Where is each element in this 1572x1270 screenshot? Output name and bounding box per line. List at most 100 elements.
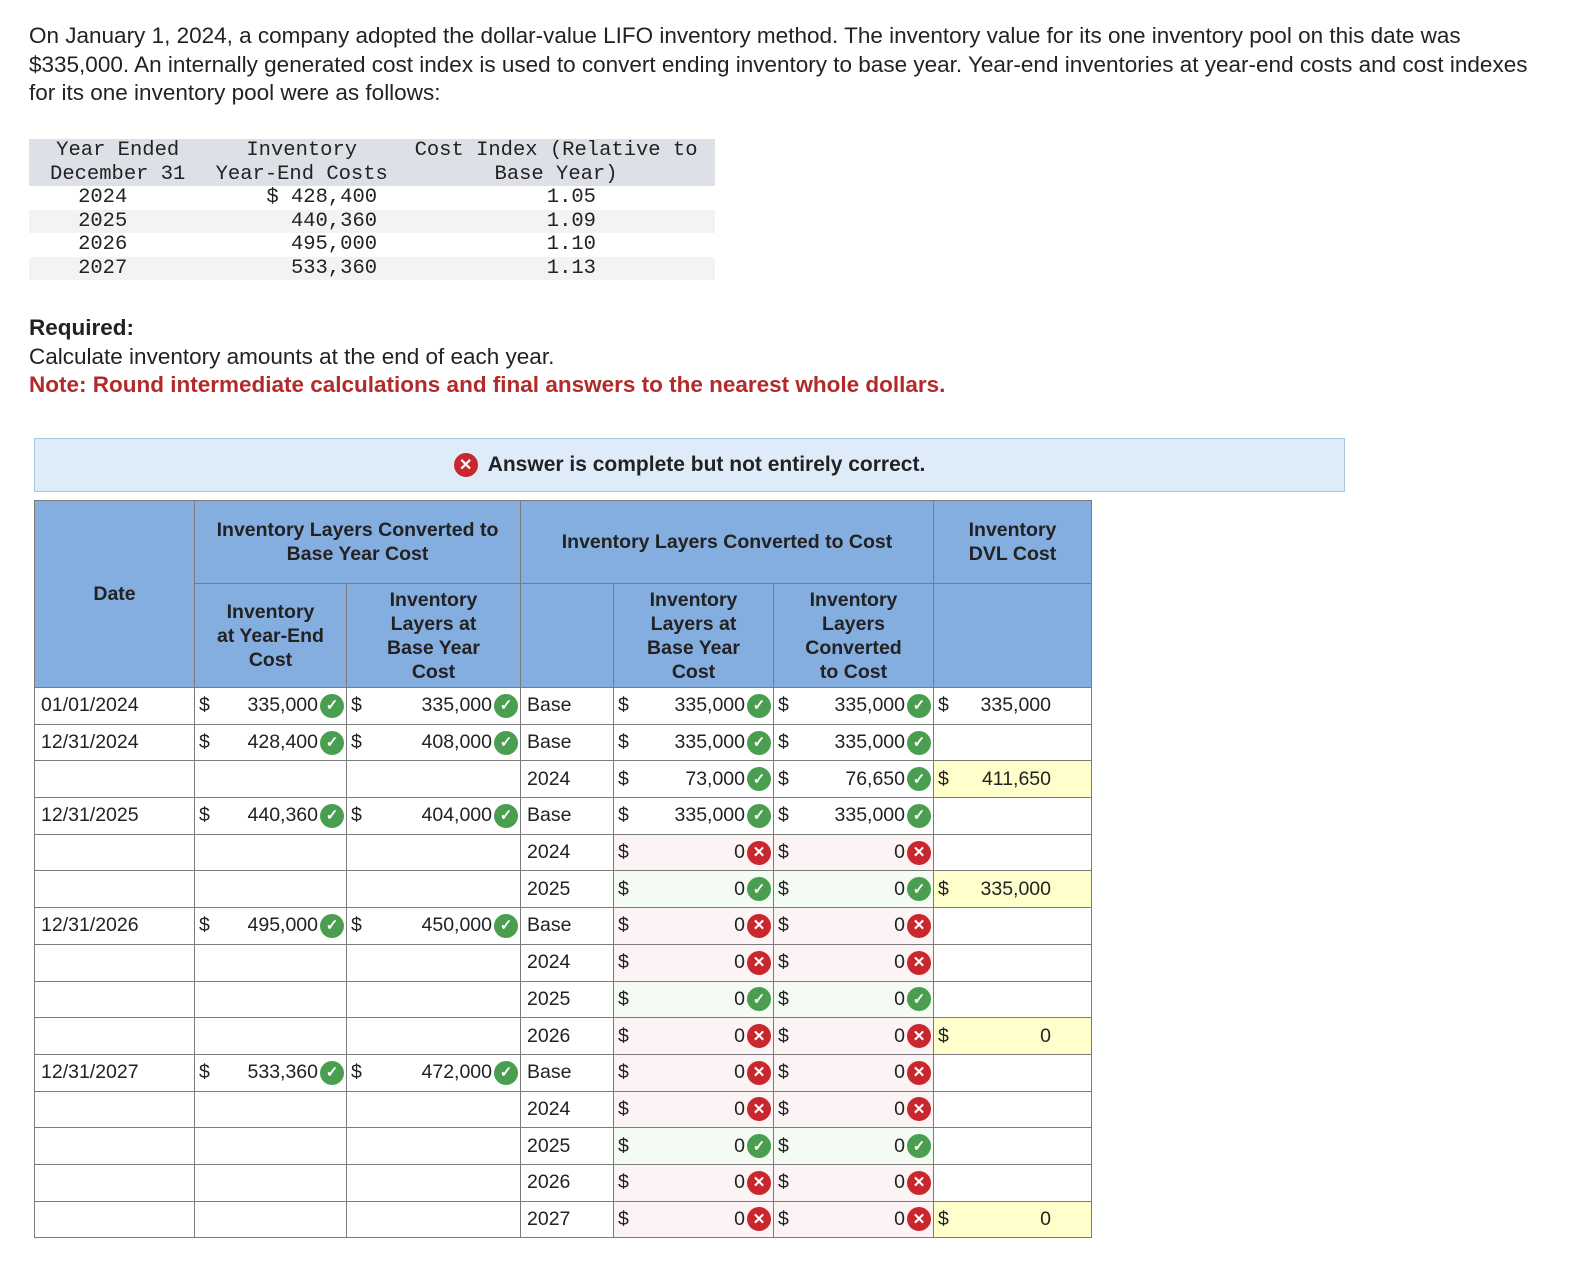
dollar-sign: $ [618,694,629,717]
given-header-index: Cost Index (Relative to Base Year) [397,139,715,186]
year-end-cost-input [194,870,347,909]
correct-check-icon: ✓ [747,877,771,902]
grade-mark: ✓ [745,1134,773,1159]
dvl-cost-cell [933,833,1092,872]
cost-layer-converted-input[interactable]: $0 ✕ [773,833,934,872]
row-date: 12/31/2027 [34,1053,195,1092]
dollar-sign: $ [618,731,629,754]
dollar-sign: $ [778,1061,789,1084]
grade-mark: ✕ [905,840,933,865]
cost-layer-base-input[interactable]: $0 ✓ [613,870,774,909]
grade-mark: ✓ [318,913,346,938]
correct-check-icon: ✓ [494,730,518,755]
dollar-sign: $ [618,951,629,974]
dvl-cost-cell[interactable]: $335,000 [933,870,1092,909]
table-row: 2024 $0 ✕ $0 ✕ [34,833,1092,872]
layer-label: 2025 [520,870,614,909]
correct-check-icon: ✓ [494,1060,518,1085]
given-index: 1.13 [397,256,715,280]
base-year-layers-input[interactable]: $408,000 ✓ [346,723,521,762]
cost-layer-converted-input[interactable]: $0 ✕ [773,907,934,945]
dvl-cost-cell[interactable]: $335,000 [933,687,1092,725]
cost-layer-converted-input-value: 335,000 [834,694,906,717]
year-end-cost-input[interactable]: $428,400 ✓ [194,723,347,762]
base-year-layers-input [346,1017,521,1055]
cost-layer-converted-input[interactable]: $0 ✕ [773,1200,934,1239]
cost-layer-base-input[interactable]: $0 ✕ [613,1200,774,1239]
cost-layer-base-input[interactable]: $335,000 ✓ [613,797,774,835]
year-end-cost-input [194,943,347,982]
dvl-cost-cell[interactable]: $0 [933,1017,1092,1055]
dvl-cost-value: 0 [1040,1024,1051,1047]
given-index: 1.05 [546,186,596,209]
cost-layer-base-input[interactable]: $0 ✕ [613,1053,774,1092]
grade-mark: ✓ [745,767,773,792]
correct-check-icon: ✓ [747,730,771,755]
grade-mark: ✓ [745,693,773,718]
table-row: 2025 $0 ✓ $0 ✓ $335,000 [34,870,1092,909]
dvl-cost-cell [933,797,1092,835]
dollar-sign: $ [778,1207,789,1230]
cost-layer-converted-input[interactable]: $0 ✕ [773,943,934,982]
year-end-cost-input[interactable]: $440,360 ✓ [194,797,347,835]
dvl-cost-cell[interactable]: $0 [933,1200,1092,1239]
cost-layer-base-input[interactable]: $335,000 ✓ [613,687,774,725]
cost-layer-converted-input[interactable]: $0 ✓ [773,980,934,1019]
year-end-cost-input[interactable]: $533,360 ✓ [194,1053,347,1092]
table-row: 2024 $0 ✕ $0 ✕ [34,1090,1092,1129]
cost-layer-converted-input[interactable]: $0 ✕ [773,1090,934,1129]
year-end-cost-input[interactable]: $335,000 ✓ [194,687,347,725]
incorrect-x-icon: ✕ [747,1024,771,1049]
cost-layer-converted-input[interactable]: $0 ✕ [773,1053,934,1092]
dollar-sign: $ [618,1134,629,1157]
given-year: 2024 [78,186,128,209]
correct-check-icon: ✓ [494,803,518,828]
cost-layer-converted-input[interactable]: $0 ✓ [773,1127,934,1165]
cost-layer-converted-input[interactable]: $0 ✕ [773,1163,934,1202]
year-end-cost-input[interactable]: $495,000 ✓ [194,907,347,945]
cost-layer-base-input[interactable]: $0 ✕ [613,1163,774,1202]
year-end-cost-input [194,980,347,1019]
cost-layer-base-input[interactable]: $0 ✕ [613,943,774,982]
table-row: 2024 $73,000 ✓ $76,650 ✓ $411,650 [34,760,1092,799]
base-year-layers-input-value: 335,000 [421,694,493,717]
cost-layer-base-input[interactable]: $0 ✓ [613,980,774,1019]
cost-layer-converted-input[interactable]: $0 ✓ [773,870,934,909]
cost-layer-converted-input-value: 0 [894,1061,905,1084]
dollar-sign: $ [618,1024,629,1047]
cost-layer-converted-input[interactable]: $335,000 ✓ [773,797,934,835]
cost-layer-base-input[interactable]: $335,000 ✓ [613,723,774,762]
dvl-cost-cell[interactable]: $411,650 [933,760,1092,799]
base-year-layers-input[interactable]: $450,000 ✓ [346,907,521,945]
layer-label: 2026 [520,1163,614,1202]
correct-check-icon: ✓ [747,767,771,792]
cost-layer-base-input[interactable]: $0 ✕ [613,833,774,872]
base-year-layers-input[interactable]: $335,000 ✓ [346,687,521,725]
cost-layer-base-input-value: 0 [734,987,745,1010]
dollar-sign: $ [618,1207,629,1230]
cost-layer-base-input[interactable]: $0 ✕ [613,1017,774,1055]
row-date: 12/31/2024 [34,723,195,762]
grade-mark: ✕ [745,950,773,975]
grade-mark: ✕ [745,840,773,865]
cost-layer-converted-input[interactable]: $76,650 ✓ [773,760,934,799]
cost-layer-base-input[interactable]: $73,000 ✓ [613,760,774,799]
cost-layer-converted-input[interactable]: $335,000 ✓ [773,723,934,762]
grade-mark: ✓ [905,767,933,792]
cost-layer-base-input[interactable]: $0 ✓ [613,1127,774,1165]
base-year-layers-input[interactable]: $404,000 ✓ [346,797,521,835]
cost-layer-base-input[interactable]: $0 ✕ [613,907,774,945]
cost-layer-converted-input[interactable]: $0 ✕ [773,1017,934,1055]
dollar-sign: $ [778,767,789,790]
grade-mark: ✓ [905,803,933,828]
header-base-layers: Inventory Layers at Base Year Cost [346,583,521,688]
base-year-layers-input[interactable]: $472,000 ✓ [346,1053,521,1092]
cost-layer-base-input[interactable]: $0 ✕ [613,1090,774,1129]
cost-layer-converted-input-value: 0 [894,1097,905,1120]
header-cost-converted: Inventory Layers Converted to Cost [773,583,934,688]
header-dvl-blank [933,583,1092,688]
dollar-sign: $ [938,1024,949,1047]
cost-layer-converted-input[interactable]: $335,000 ✓ [773,687,934,725]
grade-mark: ✓ [745,803,773,828]
row-date [34,1090,195,1129]
